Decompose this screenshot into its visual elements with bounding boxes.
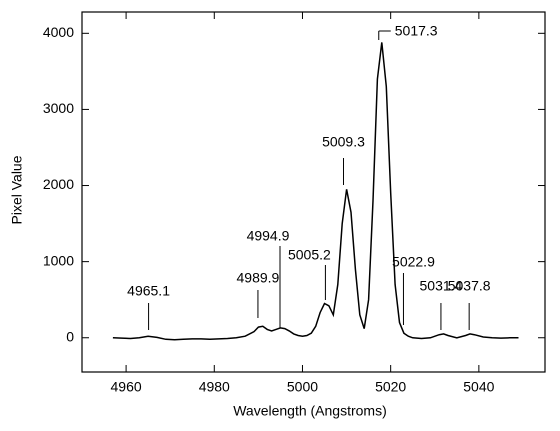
y-tick-label: 1000 [43,252,74,268]
x-tick-label: 4960 [111,379,142,395]
y-tick-label: 2000 [43,176,74,192]
annotation-label: 5017.3 [395,23,438,39]
y-tick-label: 0 [66,328,74,344]
plot-frame [81,11,546,373]
annotation-label: 4965.1 [127,283,170,299]
x-tick-label: 5020 [375,379,406,395]
x-tick-label: 4980 [199,379,230,395]
annotation-label: 4994.9 [247,228,290,244]
annotation-label: 5031.4 [420,278,463,294]
annotation-label: 5005.2 [288,247,331,263]
annotation-label: 5009.3 [322,134,365,150]
annotation-label: 5022.9 [392,254,435,270]
spectrum-line [112,42,519,341]
y-tick-label: 3000 [43,100,74,116]
annotation-label: 5037.8 [448,278,491,294]
annotation-label: 4989.9 [237,270,280,286]
x-tick-label: 5000 [287,379,318,395]
x-axis-title: Wavelength (Angstroms) [233,403,387,419]
y-tick-label: 4000 [43,24,74,40]
x-tick-label: 5040 [463,379,494,395]
y-axis-title: Pixel Value [9,155,25,224]
